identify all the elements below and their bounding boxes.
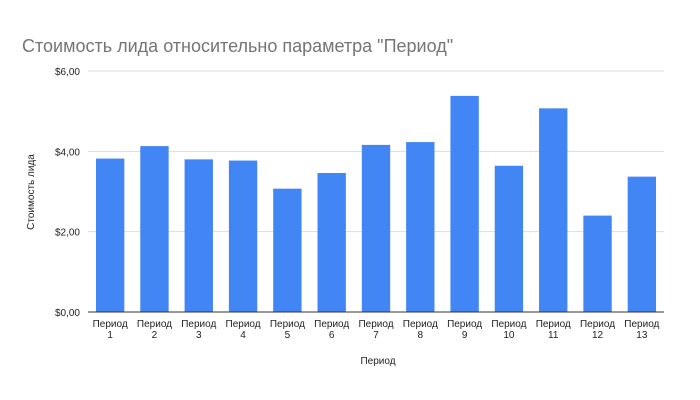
- bar: [494, 165, 524, 312]
- x-tick-label: Период 4: [226, 319, 261, 341]
- bar: [539, 108, 568, 312]
- x-axis-label: Период: [360, 356, 395, 367]
- bar: [406, 142, 435, 312]
- bars: [95, 95, 657, 312]
- x-tick-label: Период 1: [93, 319, 128, 341]
- x-tick-label: Период 5: [270, 319, 305, 341]
- y-tick-label: $0,00: [55, 308, 80, 319]
- x-axis-ticks: Период 1 Период 2 Период 3 Период 4 Период 5 Перио…: [93, 319, 660, 341]
- x-tick-label: Период 12: [580, 319, 615, 341]
- bar: [361, 144, 391, 312]
- bar: [273, 188, 302, 312]
- x-tick-label: Период 3: [181, 319, 216, 341]
- y-axis-label: Стоимость лида: [26, 154, 37, 230]
- bar: [140, 146, 169, 312]
- bar: [317, 173, 346, 312]
- x-tick-label: Период 13: [624, 319, 659, 341]
- y-axis-ticks: $0,00 $2,00 $4,00 $6,00: [55, 67, 80, 319]
- bar: [228, 160, 258, 312]
- x-tick-label: Период 8: [403, 319, 438, 341]
- x-tick-label: Период 6: [314, 319, 349, 341]
- bar: [627, 176, 657, 312]
- x-tick-label: Период 2: [137, 319, 172, 341]
- y-tick-label: $2,00: [55, 228, 80, 239]
- bar: [184, 159, 213, 312]
- y-tick-label: $4,00: [55, 147, 80, 158]
- x-tick-label: Период 11: [536, 319, 571, 341]
- x-tick-label: Период 7: [358, 319, 393, 341]
- y-tick-label: $6,00: [55, 67, 80, 78]
- chart-title: Стоимость лида относительно параметра "П…: [22, 36, 453, 56]
- bar: [450, 95, 479, 312]
- bar: [95, 158, 125, 312]
- x-tick-label: Период 10: [491, 319, 526, 341]
- x-tick-label: Период 9: [447, 319, 482, 341]
- bar: [583, 215, 612, 312]
